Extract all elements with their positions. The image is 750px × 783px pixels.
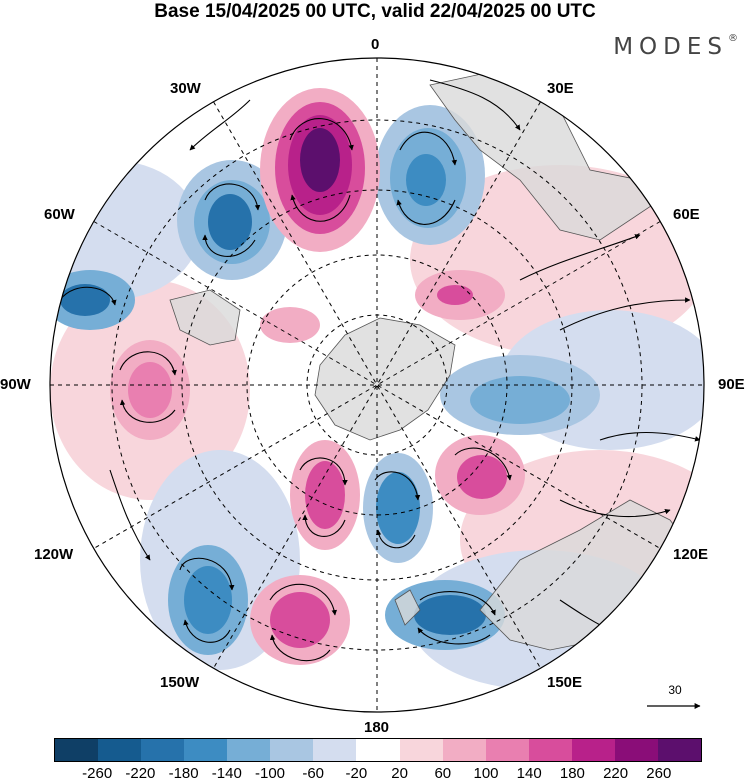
colorbar-swatch	[657, 739, 701, 761]
colorbar-swatch	[485, 739, 529, 761]
anomaly-field	[50, 58, 704, 712]
wind-streamlines	[59, 79, 701, 662]
colorbar-tick-label: 180	[559, 765, 585, 782]
colorbar-swatch	[614, 739, 658, 761]
colorbar-tick-label: -20	[345, 765, 368, 782]
colorbar-swatch	[98, 739, 142, 761]
lon-label-150e: 150E	[547, 674, 583, 691]
positive-anomaly-centers	[110, 88, 525, 665]
colorbar-swatch	[442, 739, 486, 761]
chart-title: Base 15/04/2025 00 UTC, valid 22/04/2025…	[154, 1, 596, 22]
colorbar-swatch	[571, 739, 615, 761]
colorbar-tick-label: 60	[434, 765, 452, 782]
lon-label-90w: 90W	[0, 376, 31, 393]
colorbar-tick-label: 100	[473, 765, 499, 782]
colorbar-ticks: -260 -220 -180 -140 -100 -60 -20 20 60 100 140 180 2…	[54, 765, 702, 783]
south-america	[169, 289, 241, 346]
lon-label-60w: 60W	[44, 206, 75, 223]
lon-label-120w: 120W	[34, 546, 74, 563]
lon-label-120e: 120E	[673, 546, 709, 563]
lon-label-60e: 60E	[673, 206, 700, 223]
colorbar-swatch	[55, 739, 99, 761]
colorbar	[54, 738, 702, 762]
colorbar-tick-label: -220	[125, 765, 156, 782]
colorbar-tick-label: 20	[391, 765, 408, 782]
colorbar-tick-label: -140	[211, 765, 242, 782]
map-boundary	[49, 57, 705, 713]
landmasses	[169, 69, 701, 651]
colorbar-swatch	[227, 739, 271, 761]
colorbar-swatch	[528, 739, 572, 761]
colorbar-tick-label: -260	[82, 765, 113, 782]
lon-label-180: 180	[364, 719, 390, 736]
colorbar-tick-label: 220	[603, 765, 629, 782]
lon-label-90e: 90E	[718, 376, 745, 393]
new-zealand	[394, 589, 421, 626]
lon-label-0: 0	[371, 36, 380, 53]
colorbar-tick-label: 260	[646, 765, 672, 782]
colorbar-tick-label: -60	[302, 765, 325, 782]
lon-label-30e: 30E	[547, 80, 574, 97]
colorbar-swatch	[141, 739, 185, 761]
colorbar-swatch	[313, 739, 357, 761]
lon-label-150w: 150W	[160, 674, 200, 691]
brand-logo: MODES®	[613, 33, 738, 60]
colorbar-tick-label: -100	[254, 765, 286, 782]
colorbar-tick-label: -180	[168, 765, 199, 782]
colorbar-swatch	[270, 739, 314, 761]
reference-vector-label: 30	[668, 683, 682, 697]
colorbar-swatch	[399, 739, 443, 761]
lat-lon-grid	[50, 58, 704, 712]
lon-label-30w: 30W	[170, 80, 201, 97]
colorbar-swatch	[184, 739, 228, 761]
colorbar-swatch	[356, 739, 400, 761]
colorbar-tick-label: 140	[516, 765, 542, 782]
